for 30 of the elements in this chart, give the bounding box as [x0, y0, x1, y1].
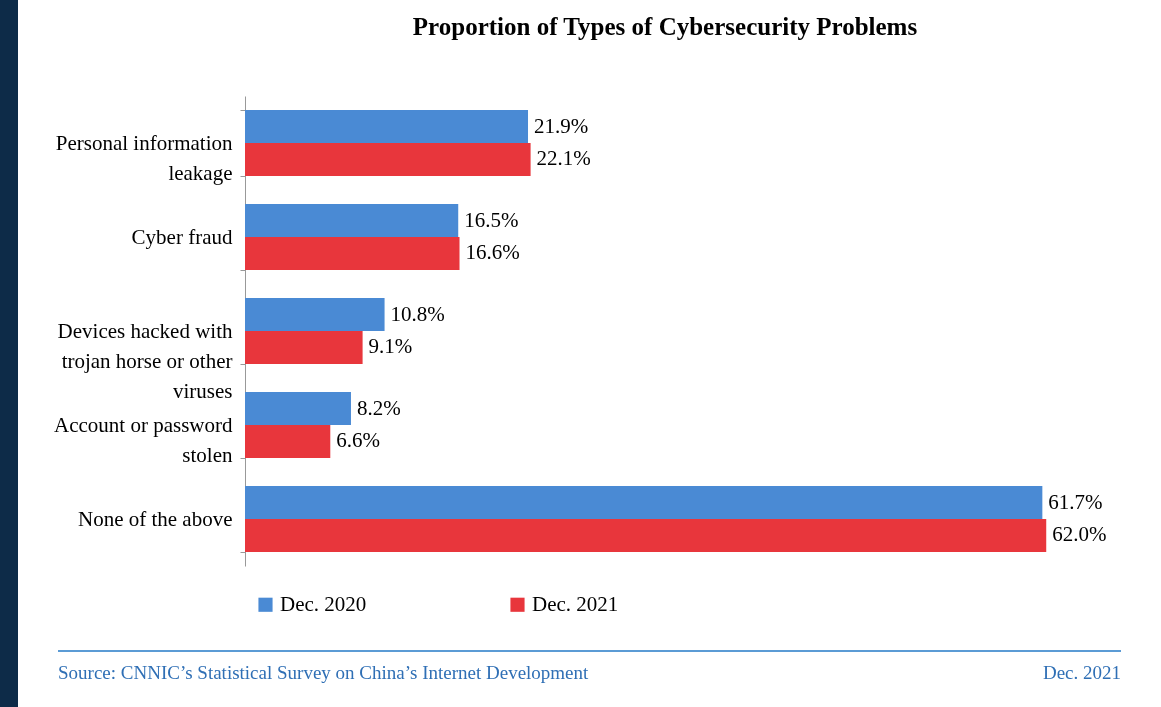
- source-note: Source: CNNIC’s Statistical Survey on China’s Internet Development: [58, 662, 589, 684]
- bar: [245, 110, 529, 143]
- bar: [245, 298, 385, 331]
- y-tick-label: Devices hacked with trojan horse or other viruses: [57, 318, 233, 403]
- bar: [245, 486, 1043, 519]
- bar: [245, 519, 1047, 552]
- data-label: 61.7%: [1048, 489, 1103, 514]
- bar: [245, 331, 363, 364]
- bar: [245, 237, 460, 270]
- chart-title: Proportion of Types of Cybersecurity Problems: [412, 13, 918, 40]
- y-tick-label: Cyber fraud: [131, 224, 233, 249]
- y-tick-label: Personal information leakage: [55, 130, 233, 185]
- y-tick-label: Account or password stolen: [54, 412, 233, 467]
- data-label: 8.2%: [356, 395, 401, 420]
- bar: [245, 204, 459, 237]
- data-label: 16.5%: [464, 207, 519, 232]
- data-label: 9.1%: [368, 334, 413, 359]
- data-label: 16.6%: [465, 240, 520, 265]
- legend-label: Dec. 2020: [280, 591, 367, 616]
- bar: [245, 143, 531, 176]
- data-label: 21.9%: [534, 113, 589, 138]
- y-tick-label: None of the above: [77, 506, 233, 531]
- bar: [245, 392, 351, 425]
- bar: [245, 425, 331, 458]
- data-label: 6.6%: [336, 428, 381, 453]
- data-label: 62.0%: [1052, 522, 1107, 547]
- data-label: 22.1%: [536, 146, 591, 171]
- text: Dec. 2021: [1042, 662, 1121, 684]
- legend-label: Dec. 2021: [532, 591, 619, 616]
- data-label: 10.8%: [390, 301, 445, 326]
